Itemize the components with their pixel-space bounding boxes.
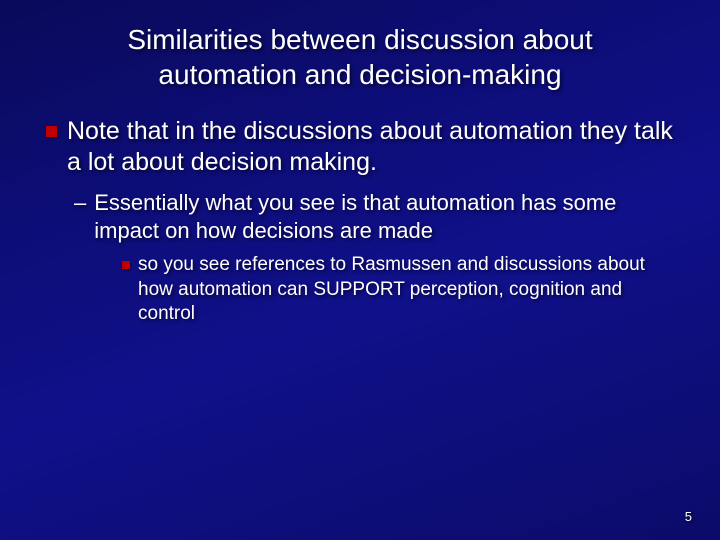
slide: Similarities between discussion about au… [0,0,720,540]
page-number: 5 [685,509,692,524]
dash-bullet-icon: – [74,189,86,217]
slide-body: Note that in the discussions about autom… [0,92,720,327]
slide-title: Similarities between discussion about au… [0,0,720,92]
bullet-level-3: so you see references to Rasmussen and d… [122,253,674,327]
square-bullet-icon [46,126,57,137]
bullet-level-2-text: Essentially what you see is that automat… [94,189,674,245]
bullet-level-1: Note that in the discussions about autom… [46,116,674,179]
bullet-level-2: – Essentially what you see is that autom… [74,189,674,245]
bullet-level-1-text: Note that in the discussions about autom… [67,116,674,179]
square-bullet-icon [122,261,130,269]
bullet-level-3-text: so you see references to Rasmussen and d… [138,253,674,327]
